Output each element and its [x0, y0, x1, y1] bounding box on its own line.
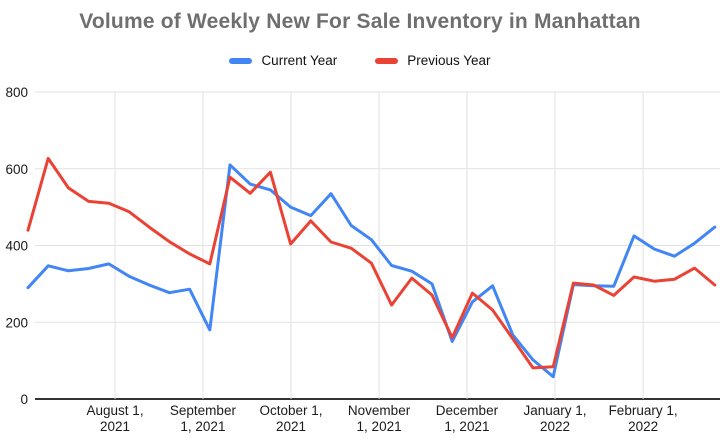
x-axis-tick-label: September	[170, 403, 237, 418]
chart-legend: Current Year Previous Year	[0, 53, 720, 68]
x-axis-tick-label: August 1,	[87, 403, 144, 418]
previous-year-swatch-icon	[375, 57, 399, 64]
y-axis-tick-label: 400	[5, 239, 28, 254]
previous-year-legend-label: Previous Year	[407, 53, 491, 68]
x-axis-tick-label: 2022	[540, 419, 570, 434]
x-axis-tick-label: 1, 2021	[444, 419, 489, 434]
y-axis-tick-label: 800	[5, 85, 28, 100]
y-axis-tick-label: 0	[20, 392, 28, 407]
current-year-swatch-icon	[229, 57, 253, 64]
series-line-previous-year	[26, 156, 717, 370]
legend-item-current-year: Current Year	[229, 53, 337, 68]
x-axis-tick-label: 2021	[100, 419, 130, 434]
x-axis-tick-label: 1, 2021	[357, 419, 402, 434]
legend-item-previous-year: Previous Year	[375, 53, 491, 68]
x-axis-tick-label: January 1,	[523, 403, 586, 418]
x-axis-tick-label: 2022	[628, 419, 658, 434]
x-axis-tick-label: October 1,	[259, 403, 322, 418]
current-year-legend-label: Current Year	[261, 53, 338, 68]
chart-title: Volume of Weekly New For Sale Inventory …	[79, 10, 641, 33]
y-axis-tick-label: 600	[5, 162, 28, 177]
x-axis-tick-label: November	[348, 403, 411, 418]
x-axis-tick-label: 1, 2021	[180, 419, 225, 434]
x-axis-tick-label: December	[436, 403, 499, 418]
series-line-current-year	[26, 163, 717, 379]
y-axis-tick-label: 200	[5, 315, 28, 330]
x-axis-tick-label: 2021	[276, 419, 306, 434]
x-axis-tick-label: February 1,	[609, 403, 678, 418]
